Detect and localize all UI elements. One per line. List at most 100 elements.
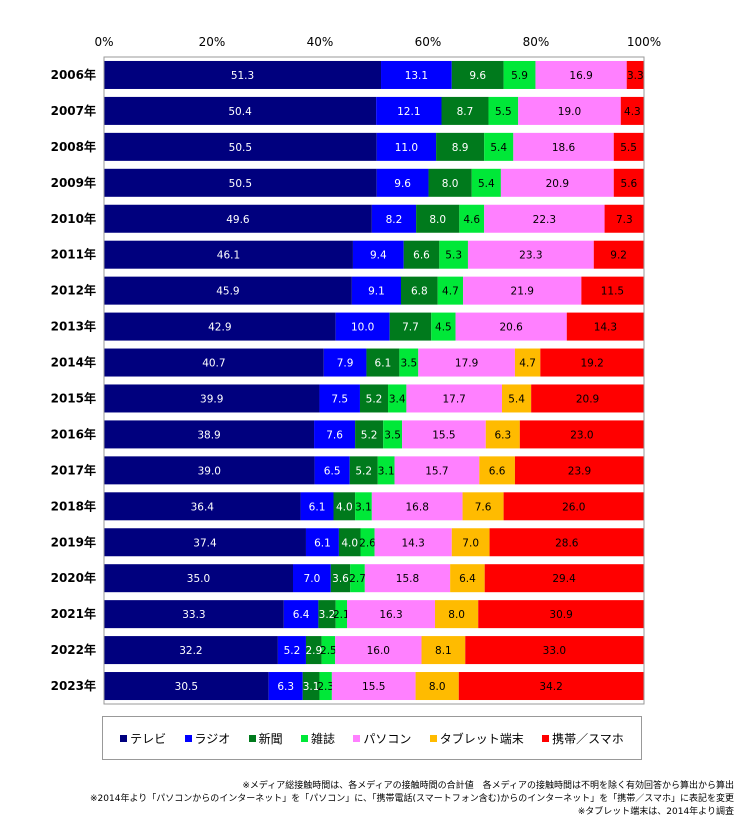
- data-label: 4.3: [624, 106, 641, 118]
- legend-label: タブレット端末: [439, 731, 524, 746]
- legend-swatch: [542, 734, 550, 742]
- legend-label: 携帯／スマホ: [552, 731, 624, 746]
- bar-segment: [104, 276, 352, 305]
- bar-segment: [371, 204, 417, 233]
- data-label: 11.5: [601, 286, 624, 298]
- data-label: 30.9: [549, 609, 572, 621]
- data-label: 51.3: [231, 70, 254, 82]
- bar-segment: [436, 132, 485, 161]
- data-label: 26.0: [562, 501, 585, 513]
- x-tick-label: 0%: [94, 35, 113, 49]
- data-label: 28.6: [555, 537, 579, 549]
- bar-segment: [402, 420, 486, 449]
- data-label: 19.2: [580, 358, 603, 370]
- data-label: 6.6: [489, 465, 506, 477]
- bar-segment: [364, 564, 451, 593]
- data-label: 4.7: [442, 286, 459, 298]
- data-label: 5.6: [621, 178, 638, 190]
- x-axis-ticks: 0% 20% 40% 60% 80% 100%: [94, 35, 661, 49]
- bar-segment: [394, 456, 480, 485]
- legend-swatch: [429, 734, 437, 742]
- data-label: 49.6: [226, 214, 250, 226]
- y-category-label: 2019年: [51, 534, 96, 549]
- bar-segment: [376, 96, 442, 125]
- data-label: 50.5: [229, 178, 252, 190]
- bar-segment: [503, 60, 536, 89]
- y-category-label: 2011年: [51, 247, 96, 262]
- plot-frame: [103, 56, 645, 705]
- legend-entry: 雑誌: [301, 730, 335, 747]
- data-label: 21.9: [511, 286, 534, 298]
- bar-segment: [531, 384, 644, 413]
- bar-segment: [415, 672, 459, 701]
- data-label: 16.9: [569, 70, 592, 82]
- data-label: 6.8: [411, 286, 428, 298]
- data-label: 15.5: [432, 429, 455, 441]
- footnote-2: ※2014年より「パソコンからのインターネット」を「パソコン」に、「携帯電話(ス…: [90, 794, 734, 804]
- bar-segment: [318, 600, 336, 629]
- data-label: 15.5: [362, 681, 385, 693]
- legend-entry: ラジオ: [184, 730, 230, 747]
- bar-segment: [293, 564, 331, 593]
- legend-label: テレビ: [130, 731, 167, 746]
- y-category-label: 2018年: [51, 498, 96, 513]
- bar-segment: [104, 528, 306, 557]
- bar-segment: [462, 492, 504, 521]
- data-label: 16.0: [367, 645, 390, 657]
- data-label: 4.0: [336, 501, 353, 513]
- y-category-label: 2022年: [51, 642, 96, 657]
- y-category-label: 2015年: [51, 390, 96, 405]
- data-label: 22.3: [533, 214, 556, 226]
- bar-segment: [283, 600, 319, 629]
- legend-swatch: [248, 734, 256, 742]
- bar-segment: [428, 168, 472, 197]
- data-label: 5.5: [495, 106, 512, 118]
- bar-segment: [104, 564, 293, 593]
- bar-segment: [338, 528, 361, 557]
- bar-segment: [104, 636, 278, 665]
- data-label: 3.5: [384, 429, 401, 441]
- data-label: 10.0: [351, 322, 374, 334]
- bar-segment: [335, 600, 347, 629]
- legend-label: 雑誌: [311, 731, 336, 746]
- data-label: 20.9: [546, 178, 569, 190]
- bar-segment: [355, 492, 372, 521]
- bar-segment: [388, 384, 407, 413]
- data-label: 35.0: [187, 573, 210, 585]
- bar-segment: [620, 96, 644, 125]
- x-tick-label: 60%: [415, 35, 442, 49]
- bar-segment: [104, 384, 320, 413]
- data-label: 5.2: [366, 393, 383, 405]
- bar-segment: [471, 168, 501, 197]
- bar-segment: [566, 312, 644, 341]
- bar-segment: [104, 312, 336, 341]
- bar-segment: [104, 204, 372, 233]
- bar-segment: [321, 636, 336, 665]
- data-label: 33.3: [182, 609, 205, 621]
- bar-segment: [458, 672, 644, 701]
- bar-segment: [514, 348, 541, 377]
- x-tick-label: 20%: [199, 35, 226, 49]
- bar-segment: [331, 672, 416, 701]
- bar-segment: [484, 564, 644, 593]
- data-label: 4.6: [463, 214, 480, 226]
- y-category-label: 2006年: [51, 67, 96, 82]
- data-label: 3.6: [332, 573, 349, 585]
- bar-segment: [421, 636, 466, 665]
- data-label: 11.0: [395, 142, 418, 154]
- bar-segment: [268, 672, 303, 701]
- bar-segment: [389, 312, 432, 341]
- bar-segment: [359, 384, 389, 413]
- legend-label: パソコン: [363, 731, 412, 746]
- data-label: 9.2: [610, 250, 627, 262]
- bar-segment: [500, 168, 614, 197]
- data-label: 5.5: [620, 142, 637, 154]
- bar-segment: [376, 132, 437, 161]
- data-label: 3.4: [389, 393, 406, 405]
- bar-segment: [435, 600, 479, 629]
- bar-segment: [104, 240, 353, 269]
- data-label: 4.7: [519, 358, 536, 370]
- legend-swatch: [120, 734, 128, 742]
- legend-label: 新聞: [258, 731, 283, 746]
- legend: テレビ ラジオ 新聞 雑誌 パソコン タブレット端末 携帯／スマホ: [102, 716, 642, 760]
